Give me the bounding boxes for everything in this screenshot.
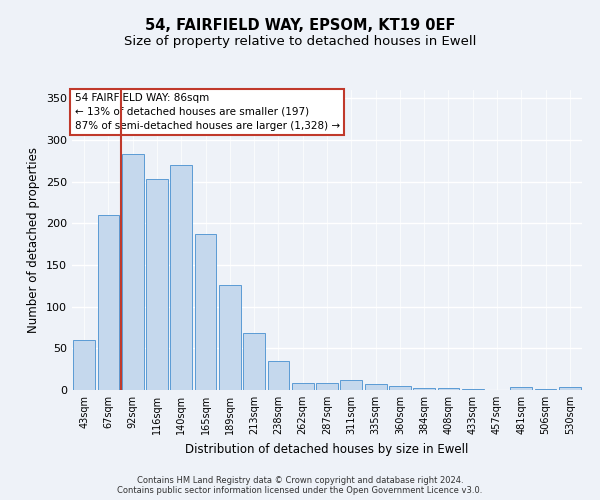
Bar xyxy=(559,386,581,390)
Bar xyxy=(122,154,143,390)
Bar xyxy=(194,234,217,390)
Text: 54 FAIRFIELD WAY: 86sqm
← 13% of detached houses are smaller (197)
87% of semi-d: 54 FAIRFIELD WAY: 86sqm ← 13% of detache… xyxy=(74,93,340,131)
X-axis label: Distribution of detached houses by size in Ewell: Distribution of detached houses by size … xyxy=(185,442,469,456)
Bar xyxy=(316,382,338,390)
Bar xyxy=(413,388,435,390)
Bar xyxy=(170,165,192,390)
Bar xyxy=(340,380,362,390)
Bar xyxy=(389,386,411,390)
Bar xyxy=(97,215,119,390)
Bar xyxy=(437,388,460,390)
Bar xyxy=(146,179,168,390)
Bar xyxy=(292,382,314,390)
Bar xyxy=(73,340,95,390)
Bar xyxy=(219,285,241,390)
Y-axis label: Number of detached properties: Number of detached properties xyxy=(28,147,40,333)
Bar xyxy=(511,386,532,390)
Text: Contains HM Land Registry data © Crown copyright and database right 2024.
Contai: Contains HM Land Registry data © Crown c… xyxy=(118,476,482,495)
Bar xyxy=(535,389,556,390)
Bar xyxy=(462,389,484,390)
Bar xyxy=(268,361,289,390)
Text: 54, FAIRFIELD WAY, EPSOM, KT19 0EF: 54, FAIRFIELD WAY, EPSOM, KT19 0EF xyxy=(145,18,455,32)
Bar xyxy=(243,332,265,390)
Text: Size of property relative to detached houses in Ewell: Size of property relative to detached ho… xyxy=(124,35,476,48)
Bar xyxy=(365,384,386,390)
